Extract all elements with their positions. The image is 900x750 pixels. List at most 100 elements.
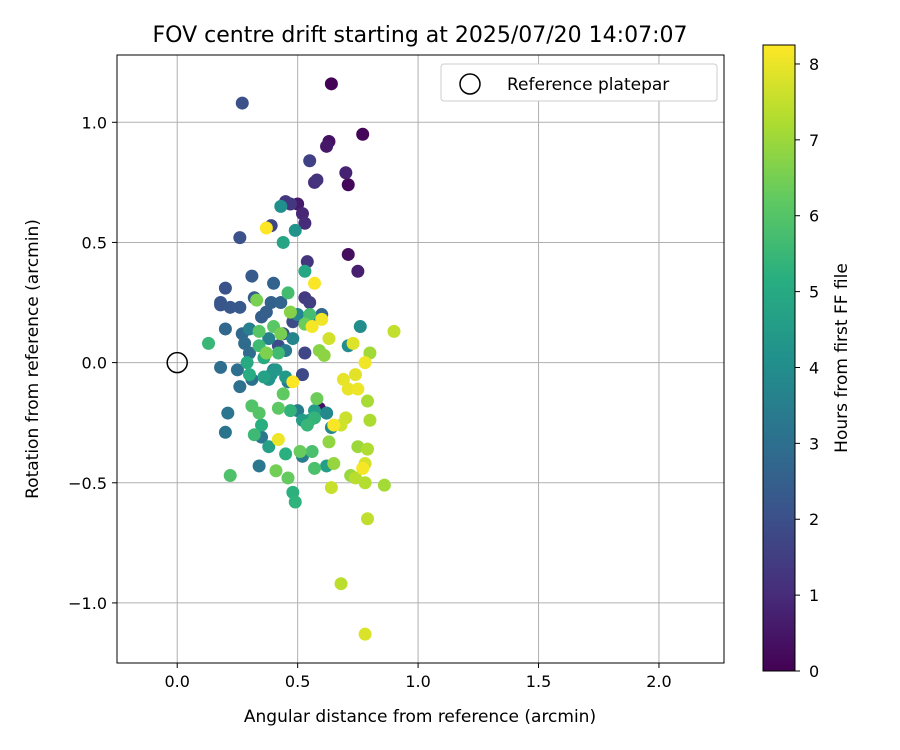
scatter-point — [238, 336, 252, 350]
legend-label: Reference platepar — [507, 75, 669, 95]
chart-title: FOV centre drift starting at 2025/07/20 … — [153, 23, 688, 48]
colorbar-label: Hours from first FF file — [832, 263, 852, 453]
scatter-point — [351, 382, 365, 396]
scatter-point — [252, 406, 266, 420]
scatter-point — [223, 469, 237, 483]
scatter-point — [303, 296, 317, 310]
scatter-point — [317, 348, 331, 362]
x-tick-label: 2.0 — [646, 672, 671, 691]
scatter-point — [298, 346, 312, 360]
scatter-point — [233, 231, 247, 245]
y-tick-label: −1.0 — [68, 594, 107, 613]
scatter-point — [245, 269, 259, 283]
colorbar-tick-label: 3 — [809, 434, 819, 453]
scatter-point — [271, 346, 285, 360]
scatter-point — [281, 286, 295, 300]
y-tick-label: 0.5 — [82, 233, 107, 252]
scatter-point — [358, 476, 372, 490]
scatter-point — [235, 96, 249, 110]
scatter-point — [361, 394, 375, 408]
scatter-point — [274, 327, 288, 341]
colorbar-tick-label: 1 — [809, 586, 819, 605]
y-axis-label: Rotation from reference (arcmin) — [23, 219, 43, 499]
y-tick-label: 0.0 — [82, 354, 107, 373]
scatter-point — [303, 154, 317, 168]
scatter-point — [267, 276, 281, 290]
scatter-point — [221, 406, 235, 420]
scatter-point — [341, 247, 355, 261]
scatter-point — [327, 457, 341, 471]
scatter-point — [320, 406, 334, 420]
scatter-point — [341, 178, 355, 192]
scatter-point — [336, 372, 350, 386]
scatter-point — [279, 447, 293, 461]
scatter-point — [348, 471, 362, 485]
reference-point-marker — [166, 351, 188, 374]
scatter-point — [324, 77, 338, 91]
scatter-point — [298, 264, 312, 278]
scatter-point — [353, 320, 367, 334]
scatter-point — [320, 139, 334, 153]
scatter-point — [214, 360, 228, 374]
colorbar-tick-label: 0 — [809, 662, 819, 681]
scatter-point — [242, 368, 256, 382]
scatter-point — [250, 293, 264, 307]
scatter-point — [257, 370, 271, 384]
scatter-point — [288, 223, 302, 237]
scatter-point — [264, 296, 278, 310]
data-points — [202, 77, 401, 641]
scatter-point — [233, 300, 247, 314]
scatter-point — [230, 363, 244, 377]
scatter-point — [351, 264, 365, 278]
scatter-point — [218, 281, 232, 295]
scatter-point — [262, 440, 276, 454]
colorbar-tick-label: 6 — [809, 207, 819, 226]
plot-frame — [116, 54, 725, 664]
colorbar-tick-label: 2 — [809, 510, 819, 529]
scatter-point — [327, 418, 341, 432]
scatter-point — [308, 276, 322, 290]
scatter-point — [322, 435, 336, 449]
colorbar-tick-label: 8 — [809, 55, 819, 74]
scatter-point — [276, 235, 290, 249]
scatter-point — [305, 320, 319, 334]
scatter-point — [358, 627, 372, 641]
scatter-point — [286, 375, 300, 389]
scatter-point — [363, 346, 377, 360]
scatter-point — [269, 464, 283, 478]
scatter-point — [322, 332, 336, 346]
colorbar-tick-label: 4 — [809, 358, 819, 377]
scatter-point — [348, 368, 362, 382]
scatter-point — [283, 404, 297, 418]
x-axis-label: Angular distance from reference (arcmin) — [244, 707, 596, 727]
y-tick-label: 1.0 — [82, 113, 107, 132]
scatter-point — [283, 305, 297, 319]
scatter-point — [310, 173, 324, 187]
scatter-point — [262, 332, 276, 346]
scatter-point — [361, 512, 375, 526]
scatter-point — [303, 308, 317, 322]
x-tick-label: 0.5 — [285, 672, 310, 691]
x-tick-label: 1.0 — [405, 672, 430, 691]
scatter-point — [276, 387, 290, 401]
scatter-point — [252, 459, 266, 473]
grid-lines — [117, 55, 724, 663]
scatter-point — [255, 418, 269, 432]
scatter-point — [356, 127, 370, 141]
scatter-point — [281, 471, 295, 485]
x-tick-label: 1.5 — [526, 672, 551, 691]
scatter-point — [271, 401, 285, 415]
x-tick-label: 0.0 — [164, 672, 189, 691]
scatter-point — [271, 433, 285, 447]
scatter-point — [346, 336, 360, 350]
scatter-point — [233, 380, 247, 394]
colorbar-tick-label: 5 — [809, 283, 819, 302]
scatter-point — [358, 356, 372, 370]
scatter-point — [310, 392, 324, 406]
scatter-point — [361, 442, 375, 456]
scatter-point — [259, 305, 273, 319]
scatter-point — [356, 461, 370, 475]
scatter-point — [259, 221, 273, 235]
legend-box — [440, 63, 718, 102]
